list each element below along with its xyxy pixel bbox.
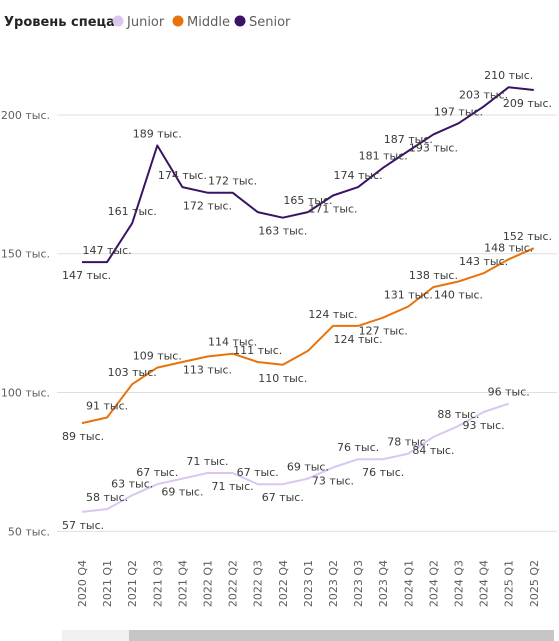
x-tick-label: 2022 Q3 (252, 560, 265, 607)
legend-label-senior: Senior (249, 15, 291, 30)
data-label: 161 тыс. (108, 205, 157, 218)
series-line-junior (81, 402, 510, 513)
scrollbar-thumb[interactable] (129, 630, 554, 641)
legend-title: Уровень спеца (4, 15, 115, 30)
data-label: 181 тыс. (359, 150, 408, 163)
x-tick-label: 2023 Q4 (377, 560, 390, 607)
data-label: 114 тыс. (208, 336, 257, 349)
legend-marker-junior (112, 15, 124, 27)
data-label: 193 тыс. (409, 141, 458, 154)
data-label: 93 тыс. (463, 419, 505, 432)
legend-label-junior: Junior (126, 15, 165, 30)
data-label: 84 тыс. (412, 444, 454, 457)
x-tick-label: 2022 Q4 (277, 560, 290, 607)
series-line-senior (82, 86, 534, 264)
data-label: 113 тыс. (183, 363, 232, 376)
x-tick-label: 2024 Q4 (478, 560, 491, 607)
data-label: 124 тыс. (334, 333, 383, 346)
data-label: 78 тыс. (387, 436, 429, 449)
x-tick-label: 2024 Q2 (427, 560, 440, 607)
x-tick-label: 2020 Q4 (76, 560, 89, 607)
y-tick-label: 150 тыс. (1, 248, 50, 261)
gridlines (57, 114, 557, 532)
data-label: 210 тыс. (484, 69, 533, 82)
x-tick-label: 2021 Q1 (101, 560, 114, 607)
y-tick-label: 200 тыс. (1, 109, 50, 122)
legend: Уровень спеца Junior Middle Senior (4, 15, 291, 30)
x-tick-label: 2024 Q3 (453, 560, 466, 607)
data-label: 67 тыс. (136, 466, 178, 479)
data-label: 189 тыс. (133, 127, 182, 140)
data-label: 69 тыс. (287, 461, 329, 474)
data-label: 57 тыс. (62, 519, 104, 532)
data-label: 172 тыс. (183, 200, 232, 213)
data-label: 174 тыс. (158, 169, 207, 182)
data-label: 140 тыс. (434, 289, 483, 302)
data-label: 138 тыс. (409, 269, 458, 282)
data-label: 89 тыс. (62, 430, 104, 443)
data-label: 147 тыс. (62, 269, 111, 282)
y-tick-label: 50 тыс. (8, 525, 50, 538)
data-label: 131 тыс. (384, 288, 433, 301)
data-label: 88 тыс. (437, 408, 479, 421)
y-tick-label: 100 тыс. (1, 387, 50, 400)
data-labels: 57 тыс.58 тыс.63 тыс.67 тыс.69 тыс.71 ты… (62, 69, 552, 532)
x-tick-label: 2024 Q1 (402, 560, 415, 607)
x-tick-label: 2023 Q1 (302, 560, 315, 607)
data-label: 171 тыс. (308, 202, 357, 215)
legend-marker-senior (234, 15, 246, 27)
x-axis: 2020 Q4 2021 Q1 2021 Q2 2021 Q3 2021 Q4 2022 … (76, 560, 541, 607)
data-label: 111 тыс. (233, 344, 282, 357)
x-tick-label: 2022 Q2 (227, 560, 240, 607)
x-tick-label: 2022 Q1 (202, 560, 215, 607)
x-tick-label: 2025 Q2 (528, 560, 541, 607)
x-tick-label: 2025 Q1 (503, 560, 516, 607)
data-label: 76 тыс. (362, 466, 404, 479)
data-label: 143 тыс. (459, 255, 508, 268)
data-label: 96 тыс. (488, 386, 530, 399)
x-tick-label: 2023 Q2 (327, 560, 340, 607)
horizontal-scrollbar[interactable] (62, 630, 554, 641)
data-label: 197 тыс. (434, 105, 483, 118)
data-label: 71 тыс. (186, 455, 228, 468)
data-label: 147 тыс. (83, 244, 132, 257)
data-label: 203 тыс. (459, 89, 508, 102)
series-lines (81, 86, 535, 513)
legend-item-junior[interactable]: Junior (112, 15, 165, 30)
data-label: 163 тыс. (258, 225, 307, 238)
legend-item-middle[interactable]: Middle (172, 15, 230, 30)
legend-label-middle: Middle (187, 15, 230, 30)
data-label: 127 тыс. (359, 325, 408, 338)
data-label: 71 тыс. (212, 480, 254, 493)
data-label: 58 тыс. (86, 491, 128, 504)
data-label: 209 тыс. (503, 97, 552, 110)
legend-item-senior[interactable]: Senior (234, 15, 292, 30)
data-label: 148 тыс. (484, 241, 533, 254)
data-label: 67 тыс. (262, 491, 304, 504)
data-label: 187 тыс. (384, 133, 433, 146)
data-label: 124 тыс. (308, 308, 357, 321)
data-label: 69 тыс. (161, 486, 203, 499)
data-label: 174 тыс. (334, 169, 383, 182)
x-tick-label: 2021 Q4 (176, 560, 189, 607)
series-line-middle (81, 247, 535, 425)
data-label: 109 тыс. (133, 350, 182, 363)
legend-marker-middle (172, 15, 184, 27)
data-label: 110 тыс. (258, 372, 307, 385)
y-axis: 50 тыс. 100 тыс. 150 тыс. 200 тыс. (1, 109, 50, 538)
x-tick-label: 2021 Q3 (151, 560, 164, 607)
data-label: 152 тыс. (503, 230, 552, 243)
data-label: 172 тыс. (208, 175, 257, 188)
data-label: 76 тыс. (337, 441, 379, 454)
x-tick-label: 2021 Q2 (126, 560, 139, 607)
data-label: 103 тыс. (108, 366, 157, 379)
x-tick-label: 2023 Q3 (352, 560, 365, 607)
data-label: 91 тыс. (86, 400, 128, 413)
data-label: 67 тыс. (237, 466, 279, 479)
data-label: 63 тыс. (111, 477, 153, 490)
data-label: 165 тыс. (283, 194, 332, 207)
data-label: 73 тыс. (312, 474, 354, 487)
